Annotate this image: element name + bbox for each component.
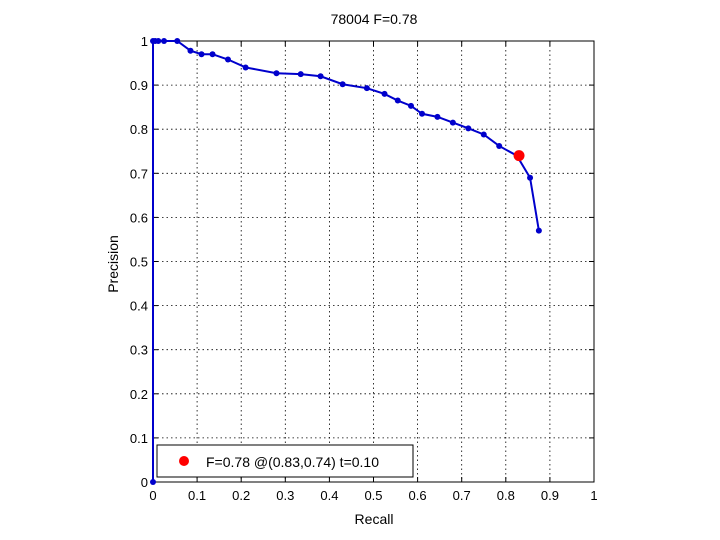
y-tick-label: 0.3 xyxy=(130,343,148,358)
pr-curve-point xyxy=(394,97,401,104)
pr-curve-point xyxy=(535,227,542,234)
x-tick-label: 0.5 xyxy=(364,488,382,503)
pr-curve-point xyxy=(242,64,249,71)
y-axis-label: Precision xyxy=(105,235,121,293)
pr-curve-point xyxy=(381,90,388,97)
x-tick-label: 0.7 xyxy=(453,488,471,503)
chart-title: 78004 F=0.78 xyxy=(331,11,418,27)
pr-curve-point xyxy=(273,70,280,77)
pr-curve-point xyxy=(209,51,216,58)
pr-curve-point xyxy=(496,142,503,149)
x-tick-label: 0.3 xyxy=(276,488,294,503)
pr-curve-point xyxy=(150,479,156,485)
x-tick-label: 0.1 xyxy=(188,488,206,503)
x-tick-label: 0.4 xyxy=(320,488,338,503)
pr-curve-point xyxy=(480,131,487,138)
y-tick-label: 0.4 xyxy=(130,299,148,314)
pr-curve-point xyxy=(317,73,324,80)
y-tick-label: 0.2 xyxy=(130,387,148,402)
y-tick-label: 0.1 xyxy=(130,431,148,446)
pr-curve-point xyxy=(363,85,370,92)
y-tick-label: 0 xyxy=(141,475,148,490)
pr-curve-point xyxy=(527,174,534,181)
pr-curve-point xyxy=(224,56,231,63)
y-tick-label: 0.9 xyxy=(130,78,148,93)
pr-curve-point xyxy=(297,71,304,78)
pr-curve-point xyxy=(161,38,168,44)
pr-curve-point xyxy=(155,38,162,44)
pr-curve-point xyxy=(174,38,181,44)
pr-curve-point xyxy=(465,125,472,132)
legend-label: F=0.78 @(0.83,0.74) t=0.10 xyxy=(206,454,379,470)
best-f-point xyxy=(513,150,525,162)
y-tick-label: 0.6 xyxy=(130,210,148,225)
x-tick-label: 0.2 xyxy=(232,488,250,503)
x-tick-label: 0.9 xyxy=(541,488,559,503)
x-tick-label: 0 xyxy=(149,488,156,503)
pr-curve-point xyxy=(187,47,194,54)
x-tick-label: 1 xyxy=(590,488,597,503)
y-tick-label: 0.8 xyxy=(130,122,148,137)
y-tick-label: 0.7 xyxy=(130,166,148,181)
pr-curve-line xyxy=(152,40,540,482)
legend-marker xyxy=(179,456,189,466)
plot-area: 0 0.1 0.2 0.3 0.4 0.5 0.6 0.7 0.8 0.9 1 0 0.1 0.2 0.3 0… xyxy=(130,34,598,503)
pr-curve-point xyxy=(449,119,456,126)
y-tick-label: 1 xyxy=(141,34,148,49)
legend-box xyxy=(156,444,414,478)
pr-curve-point xyxy=(339,81,346,88)
pr-curve-point xyxy=(198,51,205,58)
pr-curve-point xyxy=(434,113,441,120)
pr-curve-point xyxy=(419,110,426,117)
x-tick-label: 0.6 xyxy=(409,488,427,503)
x-tick-label: 0.8 xyxy=(497,488,515,503)
legend: F=0.78 @(0.83,0.74) t=0.10 xyxy=(156,444,414,478)
y-tick-label: 0.5 xyxy=(130,255,148,270)
pr-curve-point xyxy=(407,102,414,109)
x-axis-label: Recall xyxy=(355,511,394,527)
